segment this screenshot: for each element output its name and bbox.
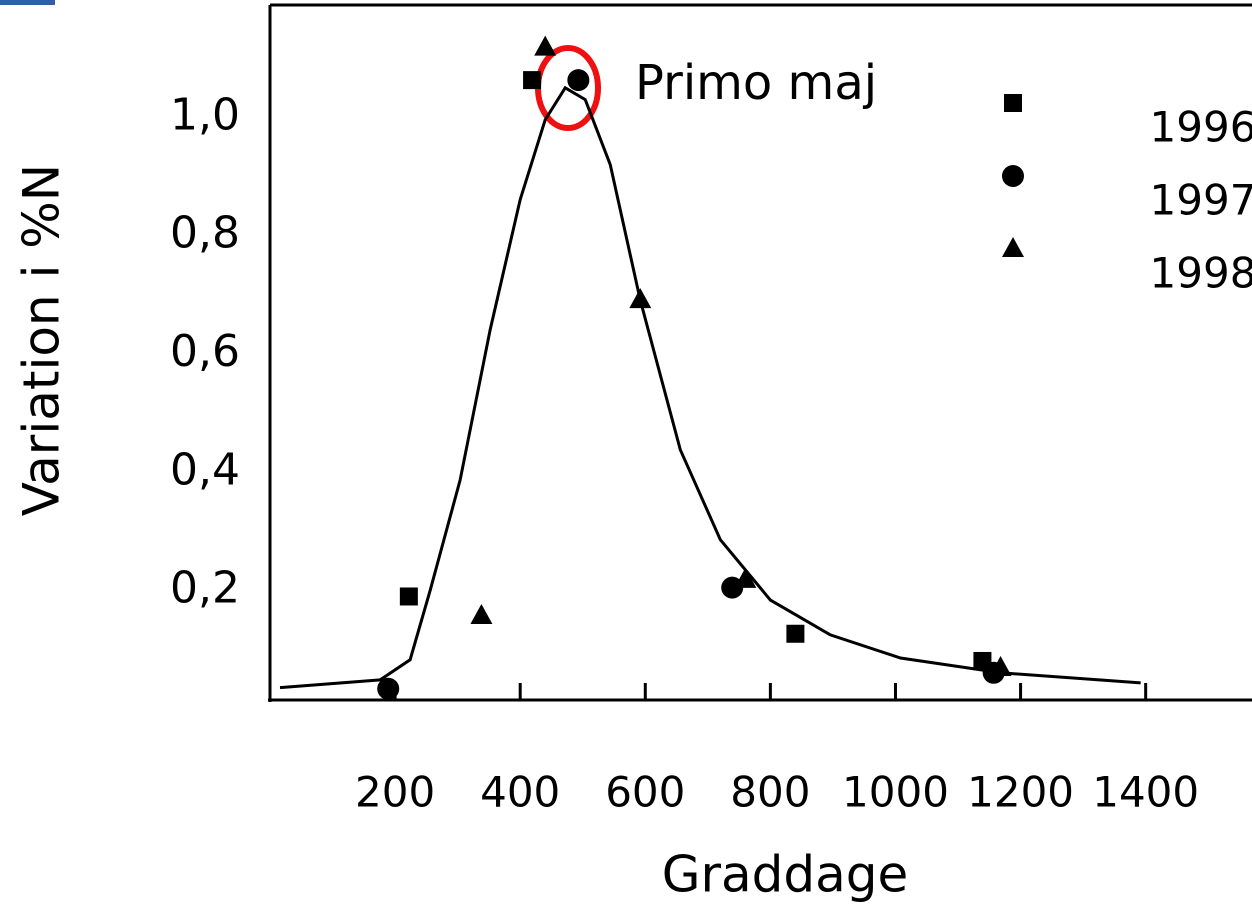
- y-tick-label: 0,2: [170, 563, 240, 614]
- x-tick-label: 800: [730, 768, 810, 817]
- x-tick-label: 200: [355, 768, 435, 817]
- marker-triangle: [470, 604, 493, 625]
- x-tick-label: 600: [605, 768, 685, 817]
- y-tick-label: 0,4: [170, 444, 240, 495]
- marker-square: [523, 71, 542, 90]
- legend-label: 1998: [1150, 249, 1252, 298]
- legend-label: 1997: [1150, 176, 1252, 225]
- x-tick-label: 400: [480, 768, 560, 817]
- annotation: Primo maj: [635, 55, 877, 111]
- marker-circle: [567, 69, 590, 92]
- y-tick-label: 0,8: [170, 208, 240, 259]
- marker-triangle: [989, 656, 1012, 677]
- x-axis-label: Graddage: [662, 846, 909, 904]
- legend-label: 1996: [1150, 103, 1252, 152]
- x-tick-label: 1000: [842, 768, 949, 817]
- y-axis-label: Variation i %N: [13, 164, 71, 516]
- y-tick-label: 1,0: [170, 89, 240, 140]
- marker-square: [399, 587, 418, 606]
- y-tick-label: 0,6: [170, 326, 240, 377]
- marker-triangle: [534, 35, 557, 56]
- marker-triangle: [629, 288, 652, 309]
- marker-circle: [377, 677, 400, 700]
- fit-curve: [279, 85, 1141, 690]
- x-tick-label: 1400: [1092, 768, 1199, 817]
- marker-square: [786, 624, 805, 643]
- marker-triangle: [734, 567, 757, 588]
- corner-bar: [0, 0, 55, 5]
- marker-circle: [1002, 165, 1024, 187]
- marker-square: [1004, 94, 1022, 112]
- x-tick-label: 1200: [967, 768, 1074, 817]
- marker-triangle: [1002, 237, 1024, 257]
